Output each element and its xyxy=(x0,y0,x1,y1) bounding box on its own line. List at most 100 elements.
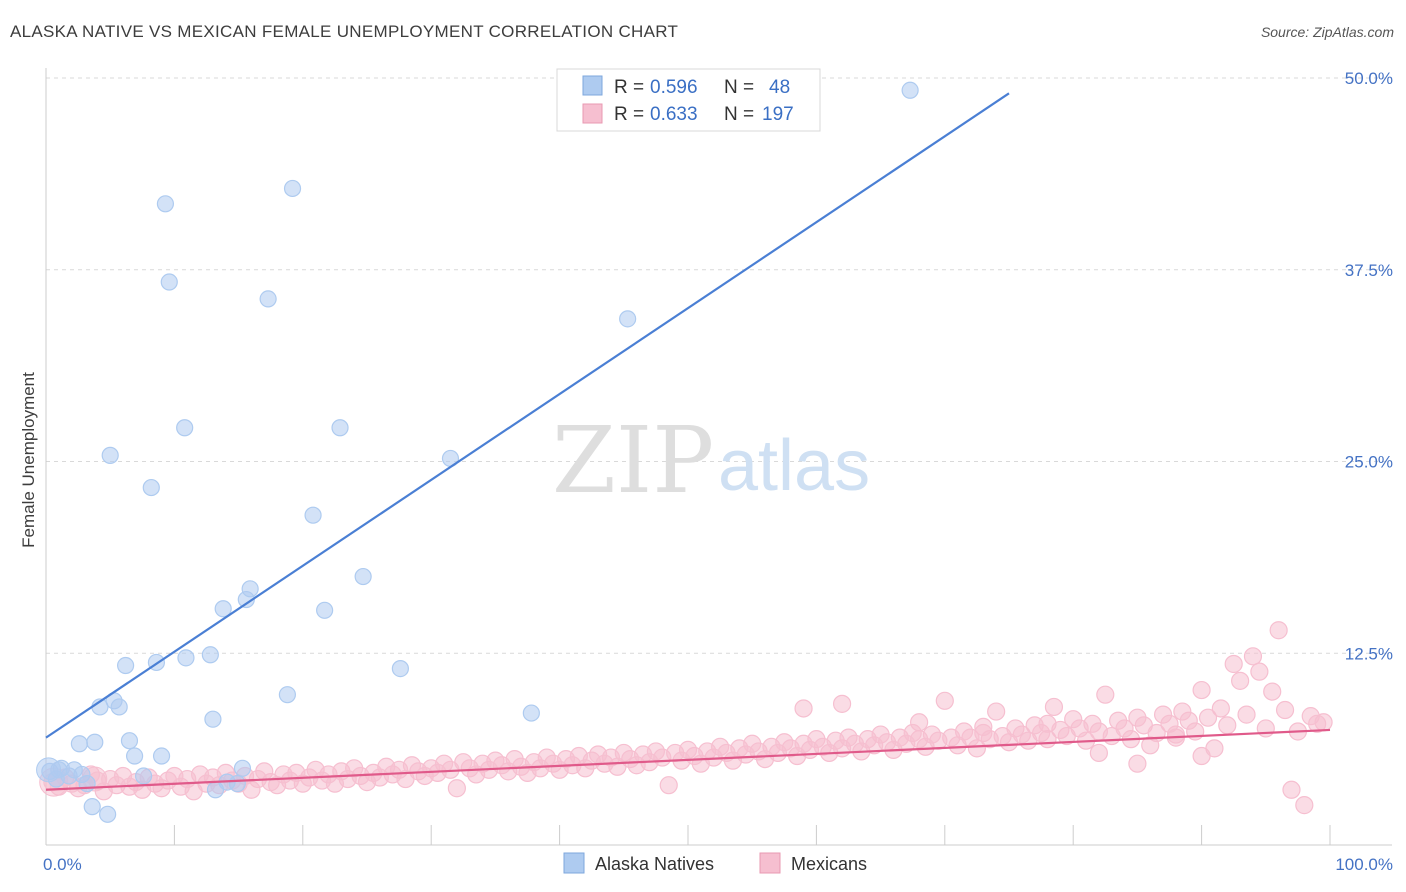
mexicans-point-198 xyxy=(1314,713,1333,732)
mexicans-point-187 xyxy=(1243,647,1263,666)
alaska-point-38 xyxy=(304,506,322,524)
chart-title: ALASKA NATIVE VS MEXICAN FEMALE UNEMPLOY… xyxy=(10,22,679,41)
mexicans-point-206 xyxy=(1128,754,1147,773)
mexicans-point-164 xyxy=(1096,685,1115,704)
mexicans-point-191 xyxy=(1269,621,1288,640)
trend-lines xyxy=(45,92,1331,791)
alaska-point-14 xyxy=(110,698,128,716)
bottom-legend-swatch-alaska xyxy=(563,852,585,874)
alaska-point-40 xyxy=(331,419,349,437)
x-tick-label-1: 100.0% xyxy=(1335,855,1393,874)
mexicans-point-207 xyxy=(1192,746,1211,766)
alaska-point-9 xyxy=(86,733,104,751)
alaska-point-15 xyxy=(117,656,135,675)
mexicans-point-205 xyxy=(1089,743,1108,763)
mexicans-point-201 xyxy=(910,713,929,732)
mexicans-point-192 xyxy=(1275,700,1295,720)
legend-r-value-1: 0.596 xyxy=(650,77,698,98)
axes xyxy=(45,68,1392,846)
legend-swatch-mexicans xyxy=(582,103,603,124)
alaska-point-19 xyxy=(142,478,160,497)
watermark-atlas: atlas xyxy=(718,426,870,506)
mexicans-point-183 xyxy=(1218,716,1237,735)
mexicans-point-184 xyxy=(1224,654,1243,674)
mexicans-point-63 xyxy=(447,779,466,798)
y-tick-label-2: 37.5% xyxy=(1345,261,1393,280)
y-axis-label: Female Unemployment xyxy=(19,372,38,548)
alaska-point-29 xyxy=(214,600,232,618)
bottom-legend-swatch-mexicans xyxy=(759,852,781,874)
legend-n-value-2: 197 xyxy=(762,104,794,125)
alaska-point-44 xyxy=(522,704,540,722)
alaska-point-27 xyxy=(204,710,222,728)
alaska-point-45 xyxy=(619,310,637,328)
x-tick-labels: 0.0% 100.0% xyxy=(43,855,1393,874)
legend-n-label-1: N = xyxy=(724,77,754,98)
alaska-point-12 xyxy=(101,446,119,464)
mexicans-point-156 xyxy=(1044,697,1064,717)
alaska-point-25 xyxy=(177,649,195,667)
mexicans-point-179 xyxy=(1192,680,1211,700)
y-tick-label-3: 50.0% xyxy=(1345,69,1393,88)
alaska-point-46 xyxy=(901,81,919,99)
mexicans-point-182 xyxy=(1211,699,1230,718)
mexicans-trend-line xyxy=(45,728,1331,791)
alaska-point-24 xyxy=(176,419,194,437)
bottom-legend-label-alaska: Alaska Natives xyxy=(595,854,714,874)
alaska-point-37 xyxy=(283,179,302,198)
alaska-trend-line xyxy=(45,92,1010,739)
alaska-point-8 xyxy=(83,798,101,816)
mexicans-point-190 xyxy=(1263,682,1282,701)
mexicans-point-147 xyxy=(987,702,1006,721)
alaska-point-7 xyxy=(78,775,96,793)
alaska-point-18 xyxy=(134,767,153,785)
legend-r-label-2: R = xyxy=(614,104,644,125)
mexicans-point-185 xyxy=(1231,671,1250,690)
legend-n-label-2: N = xyxy=(724,104,754,125)
alaska-point-34 xyxy=(241,580,259,598)
legend-r-label-1: R = xyxy=(614,77,644,98)
alaska-point-17 xyxy=(125,747,144,765)
mexicans-point-200 xyxy=(832,694,852,713)
grid-lines xyxy=(46,77,1392,654)
mexicans-point-203 xyxy=(1038,714,1057,733)
mexicans-point-195 xyxy=(1295,796,1314,815)
alaska-point-21 xyxy=(152,747,171,765)
legend-n-value-1: 48 xyxy=(769,77,790,98)
mexicans-point-180 xyxy=(1198,708,1218,727)
alaska-cluster-point-0 xyxy=(36,757,62,783)
alaska-point-11 xyxy=(99,805,117,823)
alaska-point-16 xyxy=(120,732,139,750)
x-tick-label-0: 0.0% xyxy=(43,855,82,874)
source-label: Source: ZipAtlas.com xyxy=(1260,24,1394,40)
mexicans-point-199 xyxy=(794,699,813,718)
y-tick-label-1: 25.0% xyxy=(1345,453,1393,472)
alaska-point-5 xyxy=(70,735,88,753)
alaska-point-22 xyxy=(156,195,175,213)
mexicans-point-139 xyxy=(935,691,954,710)
alaska-point-31 xyxy=(228,775,246,793)
alaska-point-36 xyxy=(278,686,296,704)
bottom-legend-label-mexicans: Mexicans xyxy=(791,854,867,874)
mexicans-point-202 xyxy=(974,717,993,736)
y-tick-labels: 12.5% 25.0% 37.5% 50.0% xyxy=(1345,69,1393,663)
bottom-legend: Alaska Natives Mexicans xyxy=(563,852,867,874)
alaska-point-32 xyxy=(233,759,252,777)
legend-swatch-alaska xyxy=(582,75,603,96)
alaska-point-35 xyxy=(259,290,277,308)
mexicans-point-193 xyxy=(1282,780,1301,799)
top-legend: R = 0.596 N = 48 R = 0.633 N = 197 xyxy=(556,68,821,132)
series-alaska-natives xyxy=(36,81,919,823)
alaska-point-42 xyxy=(391,659,409,678)
watermark-zip: ZIP xyxy=(552,407,714,514)
mexicans-point-186 xyxy=(1237,705,1256,724)
alaska-point-23 xyxy=(160,273,178,291)
mexicans-point-189 xyxy=(1256,719,1275,738)
series-mexicans xyxy=(39,621,1333,815)
alaska-point-39 xyxy=(316,601,334,619)
mexicans-point-188 xyxy=(1250,662,1269,681)
legend-r-value-2: 0.633 xyxy=(650,104,698,125)
y-tick-label-0: 12.5% xyxy=(1345,644,1393,663)
mexicans-point-144 xyxy=(967,739,987,758)
